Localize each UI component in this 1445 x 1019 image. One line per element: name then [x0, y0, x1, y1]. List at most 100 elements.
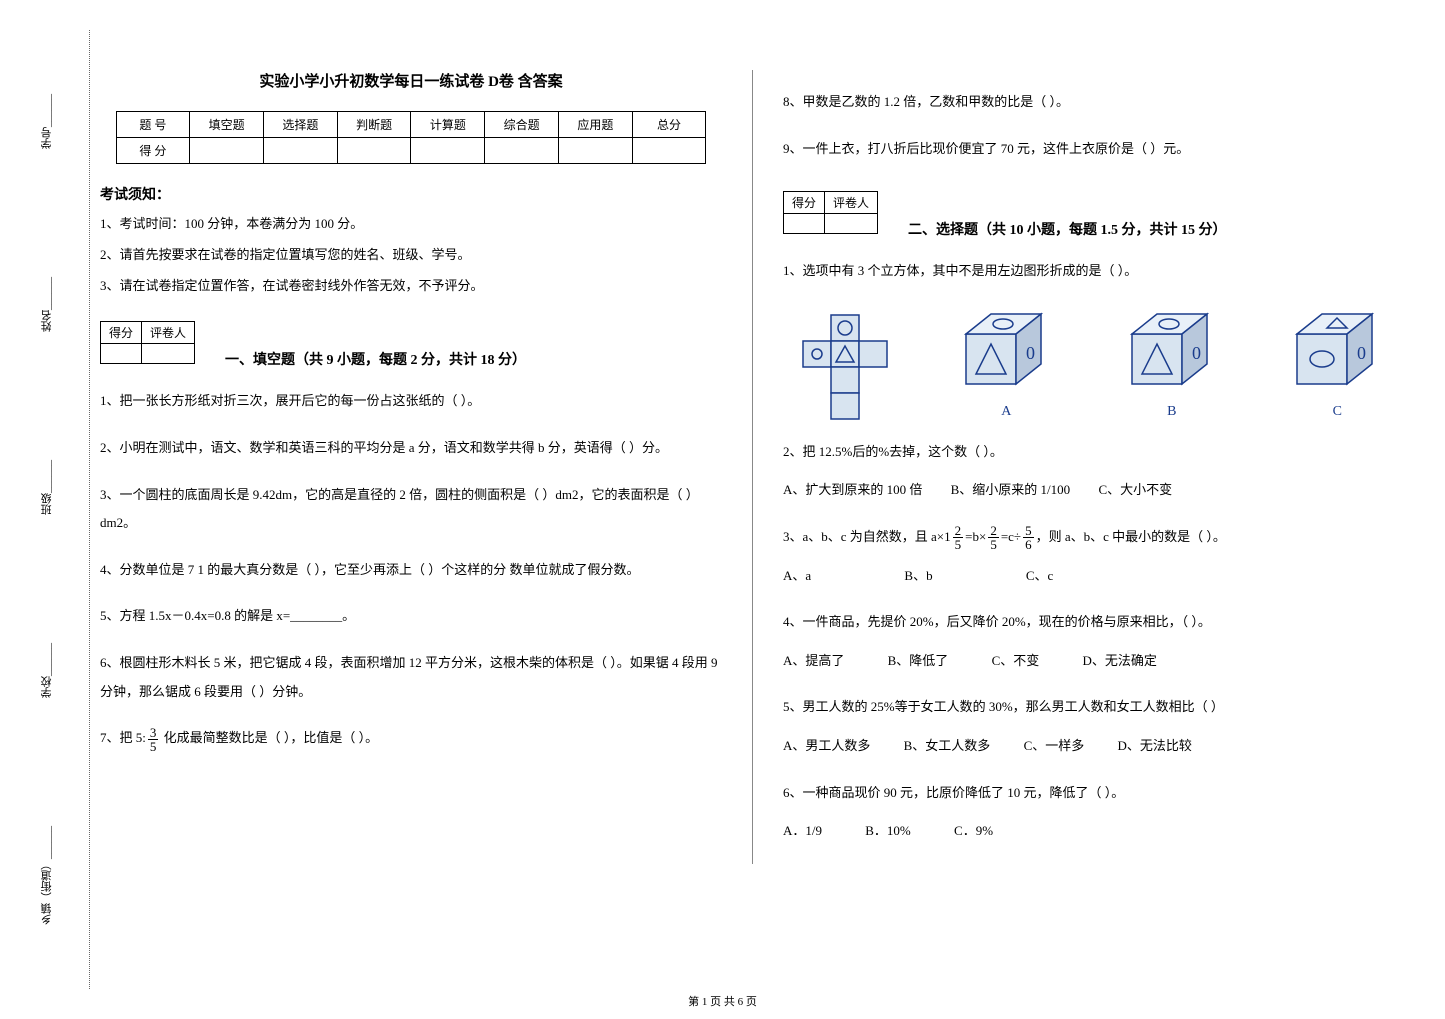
score-box-blank: [784, 214, 825, 234]
option-c: C、不变: [992, 653, 1040, 668]
score-box-blank: [142, 344, 195, 364]
question-2-2: 2、把 12.5%后的%去掉，这个数（ ）。 A、扩大到原来的 100 倍 B、…: [783, 438, 1405, 505]
option-a: A、a: [783, 568, 811, 583]
header-cell: 题 号: [116, 112, 190, 138]
option-d: D、无法确定: [1082, 653, 1156, 668]
option-c: C、大小不变: [1098, 482, 1172, 497]
binding-label: 学校______: [39, 643, 55, 698]
score-cell: [558, 138, 632, 164]
cube-a-figure: 0 A: [956, 304, 1056, 420]
header-cell: 选择题: [264, 112, 338, 138]
fraction: 25: [988, 524, 999, 551]
q2-4-text: 4、一件商品，先提价 20%，后又降价 20%，现在的价格与原来相比，（ ）。: [783, 608, 1405, 637]
header-cell: 判断题: [337, 112, 411, 138]
header-cell: 计算题: [411, 112, 485, 138]
page-footer: 第 1 页 共 6 页: [0, 993, 1445, 1009]
option-c: C、c: [1026, 568, 1053, 583]
net-figure: [801, 310, 891, 420]
score-box: 得分评卷人: [100, 321, 195, 364]
fraction: 35: [148, 726, 159, 753]
cube-b-figure: 0 B: [1122, 304, 1222, 420]
option-a: A．1/9: [783, 823, 822, 838]
option-a: A、提高了: [783, 653, 844, 668]
score-box-cell: 得分: [784, 192, 825, 214]
q7-ratio: 5:: [136, 730, 146, 745]
cube-face-zero: 0: [1192, 343, 1201, 363]
score-box-cell: 评卷人: [142, 322, 195, 344]
question-2-3: 3、a、b、c 为自然数，且 a×125=b×25=c÷56，则 a、b、c 中…: [783, 523, 1405, 590]
cube-net-svg: [801, 310, 891, 420]
binding-label: 乡镇（街道）______: [39, 826, 55, 925]
q7-prefix: 7、把: [100, 730, 133, 745]
q2-3-suffix: ，则 a、b、c 中最小的数是（ ）。: [1036, 529, 1226, 544]
score-cell: [632, 138, 706, 164]
numerator: 5: [1023, 524, 1034, 538]
q7-suffix: 化成最简整数比是（ ），比值是（ ）。: [164, 730, 379, 745]
score-summary-table: 题 号 填空题 选择题 判断题 计算题 综合题 应用题 总分 得 分: [116, 111, 707, 164]
q2-3-mid1: =b×: [965, 529, 986, 544]
header-cell: 综合题: [485, 112, 559, 138]
notice-item: 3、请在试卷指定位置作答，在试卷密封线外作答无效，不予评分。: [100, 276, 722, 297]
figure-label-b: B: [1167, 404, 1176, 420]
question-1-9: 9、一件上衣，打八折后比现价便宜了 70 元，这件上衣原价是（ ）元。: [783, 135, 1405, 164]
q2-3-mid2: =c÷: [1001, 529, 1021, 544]
question-2-5: 5、男工人数的 25%等于女工人数的 30%，那么男工人数和女工人数相比（ ） …: [783, 693, 1405, 760]
cube-net-figures: 0 A 0 B: [783, 304, 1405, 420]
option-d: D、无法比较: [1117, 738, 1191, 753]
question-1-8: 8、甲数是乙数的 1.2 倍，乙数和甲数的比是（ ）。: [783, 88, 1405, 117]
score-box-cell: 得分: [101, 322, 142, 344]
binding-label: 姓名______: [39, 277, 55, 332]
score-cell: [485, 138, 559, 164]
page: 实验小学小升初数学每日一练试卷 D卷 含答案 题 号 填空题 选择题 判断题 计…: [0, 0, 1445, 894]
binding-label: 学号______: [39, 94, 55, 149]
score-box-cell: 评卷人: [825, 192, 878, 214]
question-1-5: 5、方程 1.5x－0.4x=0.8 的解是 x=________。: [100, 602, 722, 631]
cube-face-zero: 0: [1026, 343, 1035, 363]
option-c: C．9%: [954, 823, 993, 838]
numerator: 2: [988, 524, 999, 538]
right-column: 8、甲数是乙数的 1.2 倍，乙数和甲数的比是（ ）。 9、一件上衣，打八折后比…: [783, 20, 1405, 864]
q2-6-text: 6、一种商品现价 90 元，比原价降低了 10 元，降低了（ ）。: [783, 779, 1405, 808]
question-2-4: 4、一件商品，先提价 20%，后又降价 20%，现在的价格与原来相比，（ ）。 …: [783, 608, 1405, 675]
option-b: B．10%: [865, 823, 911, 838]
fraction: 25: [953, 524, 964, 551]
cube-face-zero: 0: [1357, 343, 1366, 363]
header-cell: 应用题: [558, 112, 632, 138]
q2-2-text: 2、把 12.5%后的%去掉，这个数（ ）。: [783, 438, 1405, 467]
header-cell: 总分: [632, 112, 706, 138]
section-1-heading: 一、填空题（共 9 小题，每题 2 分，共计 18 分）: [225, 349, 526, 369]
row-label: 得 分: [116, 138, 190, 164]
question-1-2: 2、小明在测试中，语文、数学和英语三科的平均分是 a 分，语文和数学共得 b 分…: [100, 434, 722, 463]
question-1-4: 4、分数单位是 7 1 的最大真分数是（ ），它至少再添上（ ）个这样的分 数单…: [100, 556, 722, 585]
score-box-blank: [825, 214, 878, 234]
figure-label-c: C: [1333, 404, 1342, 420]
score-cell: [190, 138, 264, 164]
question-1-7: 7、把 5:35 化成最简整数比是（ ），比值是（ ）。: [100, 724, 722, 753]
denominator: 5: [953, 538, 964, 551]
question-2-6: 6、一种商品现价 90 元，比原价降低了 10 元，降低了（ ）。 A．1/9 …: [783, 779, 1405, 846]
section-1-header: 得分评卷人 一、填空题（共 9 小题，每题 2 分，共计 18 分）: [100, 311, 722, 369]
notice-item: 1、考试时间：100 分钟，本卷满分为 100 分。: [100, 214, 722, 235]
section-2-heading: 二、选择题（共 10 小题，每题 1.5 分，共计 15 分）: [908, 219, 1227, 239]
exam-title: 实验小学小升初数学每日一练试卷 D卷 含答案: [100, 70, 722, 91]
option-c: C、一样多: [1024, 738, 1085, 753]
column-divider: [752, 70, 753, 864]
binding-label: 班级______: [39, 460, 55, 515]
header-cell: 填空题: [190, 112, 264, 138]
section-2-header: 得分评卷人 二、选择题（共 10 小题，每题 1.5 分，共计 15 分）: [783, 181, 1405, 239]
option-b: B、女工人数多: [904, 738, 991, 753]
score-cell: [337, 138, 411, 164]
notice-item: 2、请首先按要求在试卷的指定位置填写您的姓名、班级、学号。: [100, 245, 722, 266]
score-cell: [411, 138, 485, 164]
cube-a-svg: 0: [956, 304, 1056, 394]
cube-b-svg: 0: [1122, 304, 1222, 394]
q2-5-text: 5、男工人数的 25%等于女工人数的 30%，那么男工人数和女工人数相比（ ）: [783, 693, 1405, 722]
score-box-blank: [101, 344, 142, 364]
option-b: B、b: [904, 568, 932, 583]
figure-label-a: A: [1001, 404, 1011, 420]
cube-c-svg: 0: [1287, 304, 1387, 394]
table-row: 得 分: [116, 138, 706, 164]
denominator: 5: [988, 538, 999, 551]
cube-c-figure: 0 C: [1287, 304, 1387, 420]
option-a: A、扩大到原来的 100 倍: [783, 482, 922, 497]
